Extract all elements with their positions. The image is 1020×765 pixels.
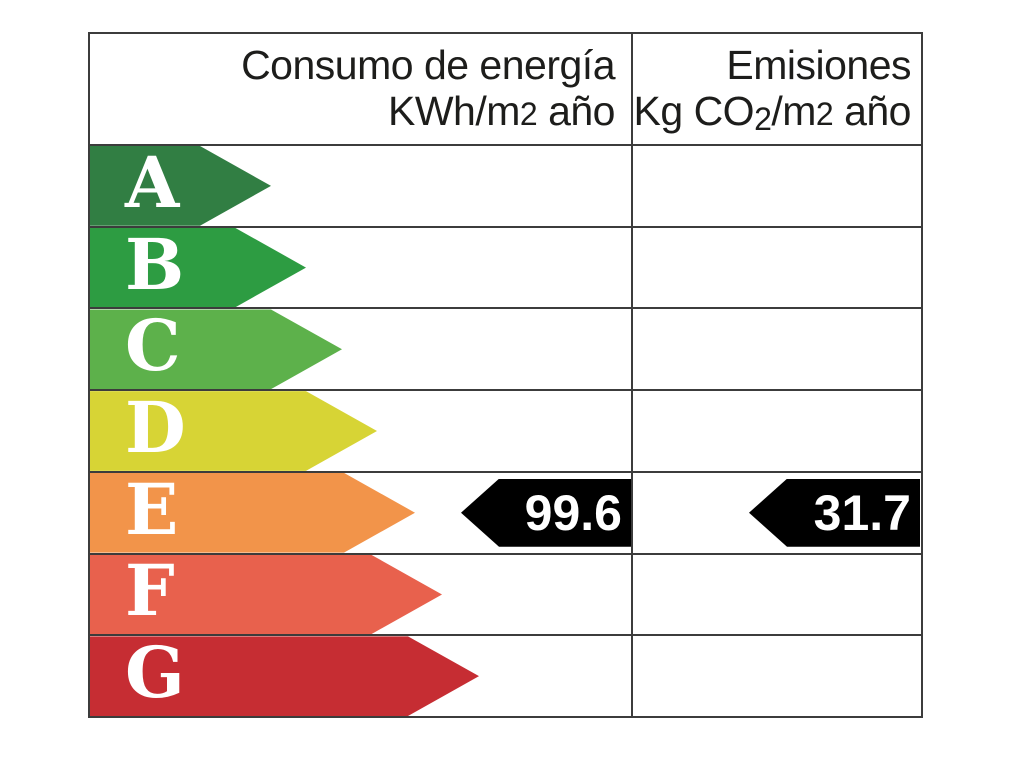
rating-arrow: D: [90, 391, 377, 471]
consumption-header-line1: Consumo de energía: [241, 41, 615, 88]
emissions-header-line2: Kg CO2/m2 año: [633, 87, 912, 137]
consumption-column-header: Consumo de energía KWh/m2 año: [90, 42, 631, 137]
emissions-value-arrow: 31.7: [749, 478, 920, 547]
rating-letter: D: [125, 386, 186, 470]
rating-arrow: G: [90, 636, 479, 716]
rating-letter: E: [125, 467, 179, 551]
rating-letter: C: [125, 304, 181, 388]
rating-row-a: A 99.6 31.7: [90, 146, 921, 226]
emissions-column-header: Emisiones Kg CO2/m2 año: [631, 42, 921, 137]
rating-letter: F: [125, 549, 175, 633]
rating-arrow: B: [90, 228, 306, 308]
rating-arrow: A: [90, 146, 271, 226]
rating-row-g: G 99.6 31.7: [90, 634, 921, 716]
energy-rating-table: Consumo de energía KWh/m2 año Emisiones …: [88, 32, 923, 718]
rating-letter: G: [125, 631, 185, 715]
rating-row-b: B 99.6 31.7: [90, 225, 921, 308]
consumption-header-line2: KWh/m2 año: [388, 87, 615, 134]
rating-row-f: F 99.6 31.7: [90, 552, 921, 635]
rating-row-c: C 99.6 31.7: [90, 307, 921, 389]
emissions-header-line1: Emisiones: [726, 41, 911, 88]
rating-rows: A 99.6 31.7 B 99.6 31.7 C 99.6 31.7 D: [90, 146, 921, 716]
rating-arrow: E: [90, 473, 415, 553]
rating-row-d: D 99.6 31.7: [90, 389, 921, 471]
rating-letter: B: [125, 222, 185, 306]
table-header: Consumo de energía KWh/m2 año Emisiones …: [90, 34, 921, 146]
consumption-value-arrow: 99.6: [461, 478, 631, 547]
consumption-value: 99.6: [524, 484, 622, 541]
rating-arrow: C: [90, 309, 342, 389]
rating-arrow: F: [90, 555, 442, 635]
emissions-value: 31.7: [813, 484, 911, 541]
rating-row-e: E 99.6 31.7: [90, 470, 921, 553]
rating-letter: A: [125, 140, 180, 224]
column-divider: [631, 34, 633, 716]
